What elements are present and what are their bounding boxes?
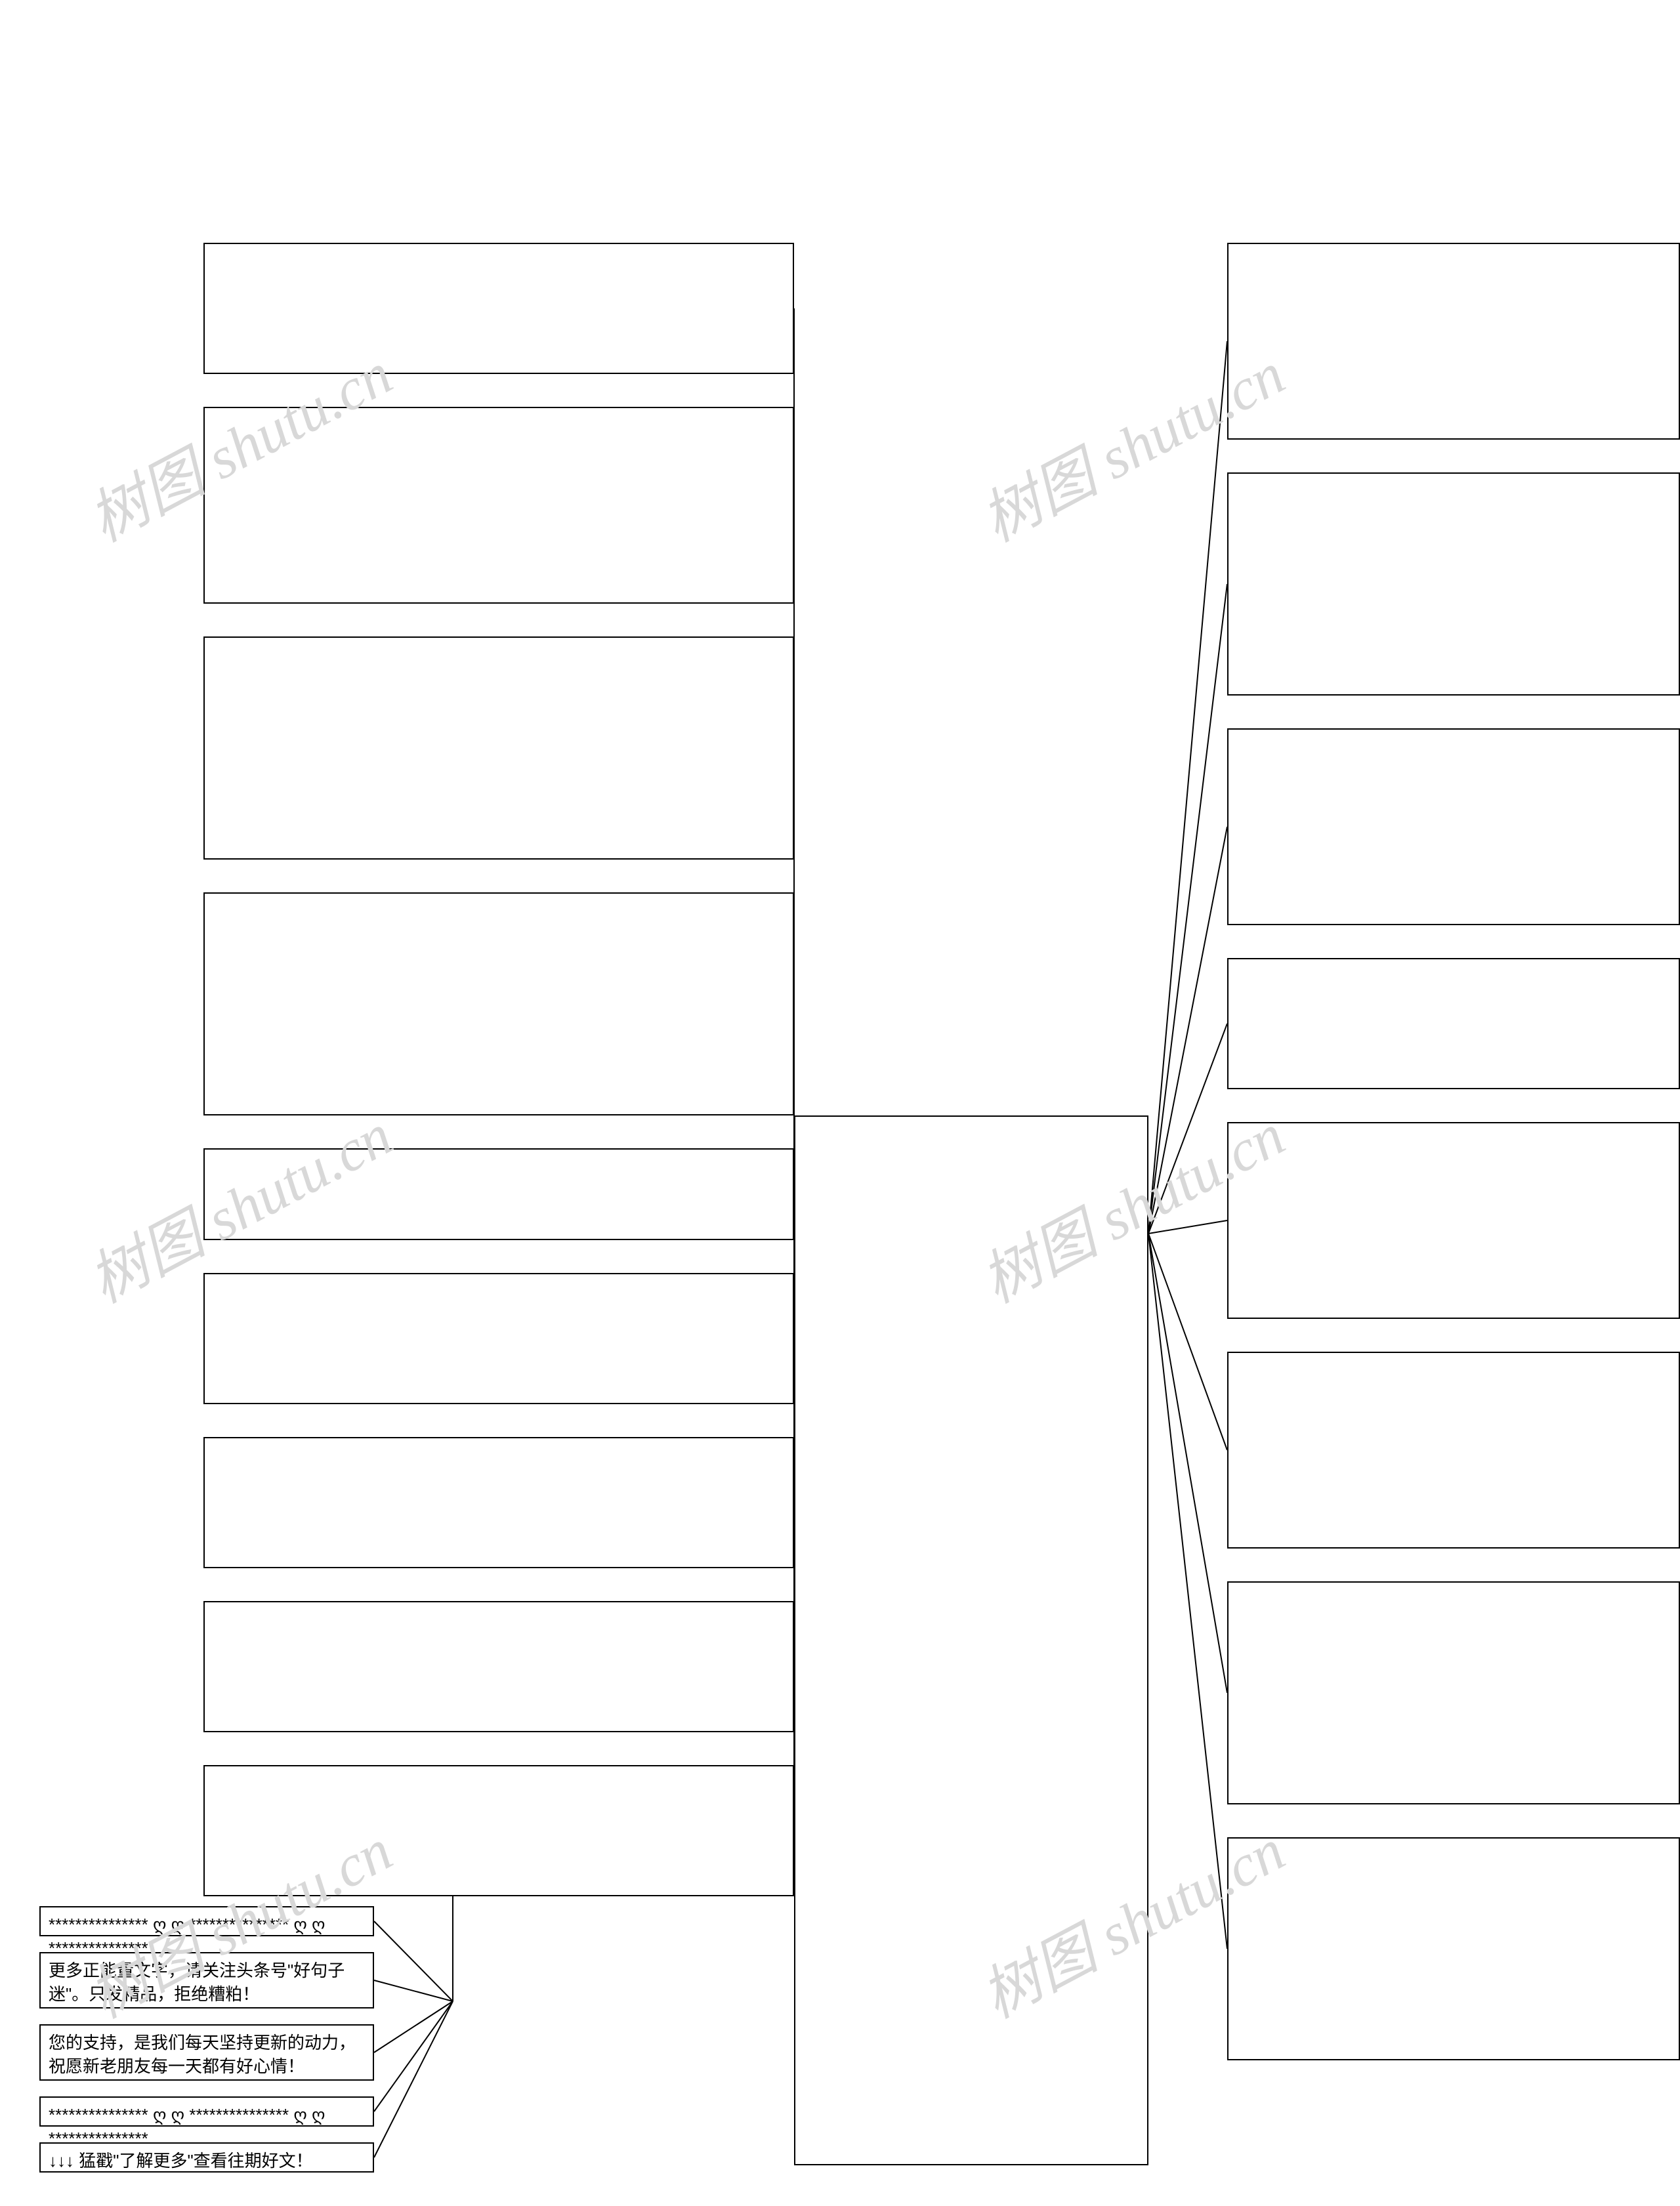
right-node-6 <box>1227 1352 1680 1549</box>
mindmap-canvas: *************** ღ ღ *************** ღ ღ … <box>0 0 1680 2206</box>
right-node-8 <box>1227 1837 1680 2060</box>
left-subnode-2: 更多正能量文字，请关注头条号"好句子迷"。只发精品，拒绝糟粕！ <box>39 1952 374 2008</box>
left-subnode-4: *************** ღ ღ *************** ღ ღ … <box>39 2096 374 2127</box>
left-subnode-5: ↓↓↓ 猛戳"了解更多"查看往期好文！ <box>39 2142 374 2173</box>
left-node-9 <box>203 1765 794 1896</box>
left-node-2 <box>203 407 794 604</box>
left-node-1 <box>203 243 794 374</box>
left-node-5 <box>203 1148 794 1240</box>
left-subnode-1: *************** ღ ღ *************** ღ ღ … <box>39 1906 374 1936</box>
root-node <box>794 1115 1148 2165</box>
right-node-5 <box>1227 1122 1680 1319</box>
left-node-7 <box>203 1437 794 1568</box>
left-subnode-3: 您的支持，是我们每天坚持更新的动力，祝愿新老朋友每一天都有好心情！ <box>39 2024 374 2081</box>
left-node-4 <box>203 892 794 1115</box>
left-node-8 <box>203 1601 794 1732</box>
left-node-3 <box>203 636 794 860</box>
right-node-1 <box>1227 243 1680 440</box>
right-node-2 <box>1227 472 1680 696</box>
right-node-3 <box>1227 728 1680 925</box>
left-node-6 <box>203 1273 794 1404</box>
right-node-7 <box>1227 1581 1680 1804</box>
right-node-4 <box>1227 958 1680 1089</box>
